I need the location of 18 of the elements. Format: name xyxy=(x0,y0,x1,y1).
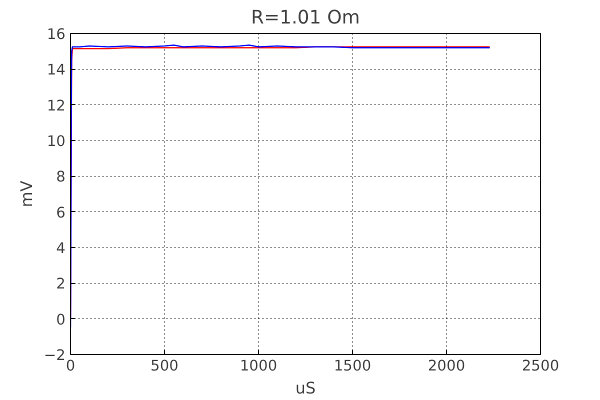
y-tick-label: 14 xyxy=(46,62,66,79)
y-tick-label: 6 xyxy=(56,204,66,222)
y-tick-label: 12 xyxy=(46,97,66,114)
y-tick-label: 16 xyxy=(46,26,66,43)
chart-title: R=1.01 Om xyxy=(251,8,360,28)
x-tick-label: 1500 xyxy=(334,358,372,374)
y-axis-title: mV xyxy=(16,180,36,208)
y-tick-label: −2 xyxy=(44,347,66,364)
x-tick-label: 500 xyxy=(150,358,178,374)
x-axis-title: uS xyxy=(295,378,316,398)
y-tick-label: 4 xyxy=(56,240,66,257)
y-tick-label: 2 xyxy=(56,276,66,293)
x-tick-label: 1000 xyxy=(240,358,278,374)
x-tick-label: 2000 xyxy=(428,358,466,374)
x-tick-label: 2500 xyxy=(522,358,560,374)
y-tick-label: 0 xyxy=(56,311,66,328)
y-tick-label: 10 xyxy=(46,133,66,150)
y-tick-label: 8 xyxy=(56,168,66,186)
